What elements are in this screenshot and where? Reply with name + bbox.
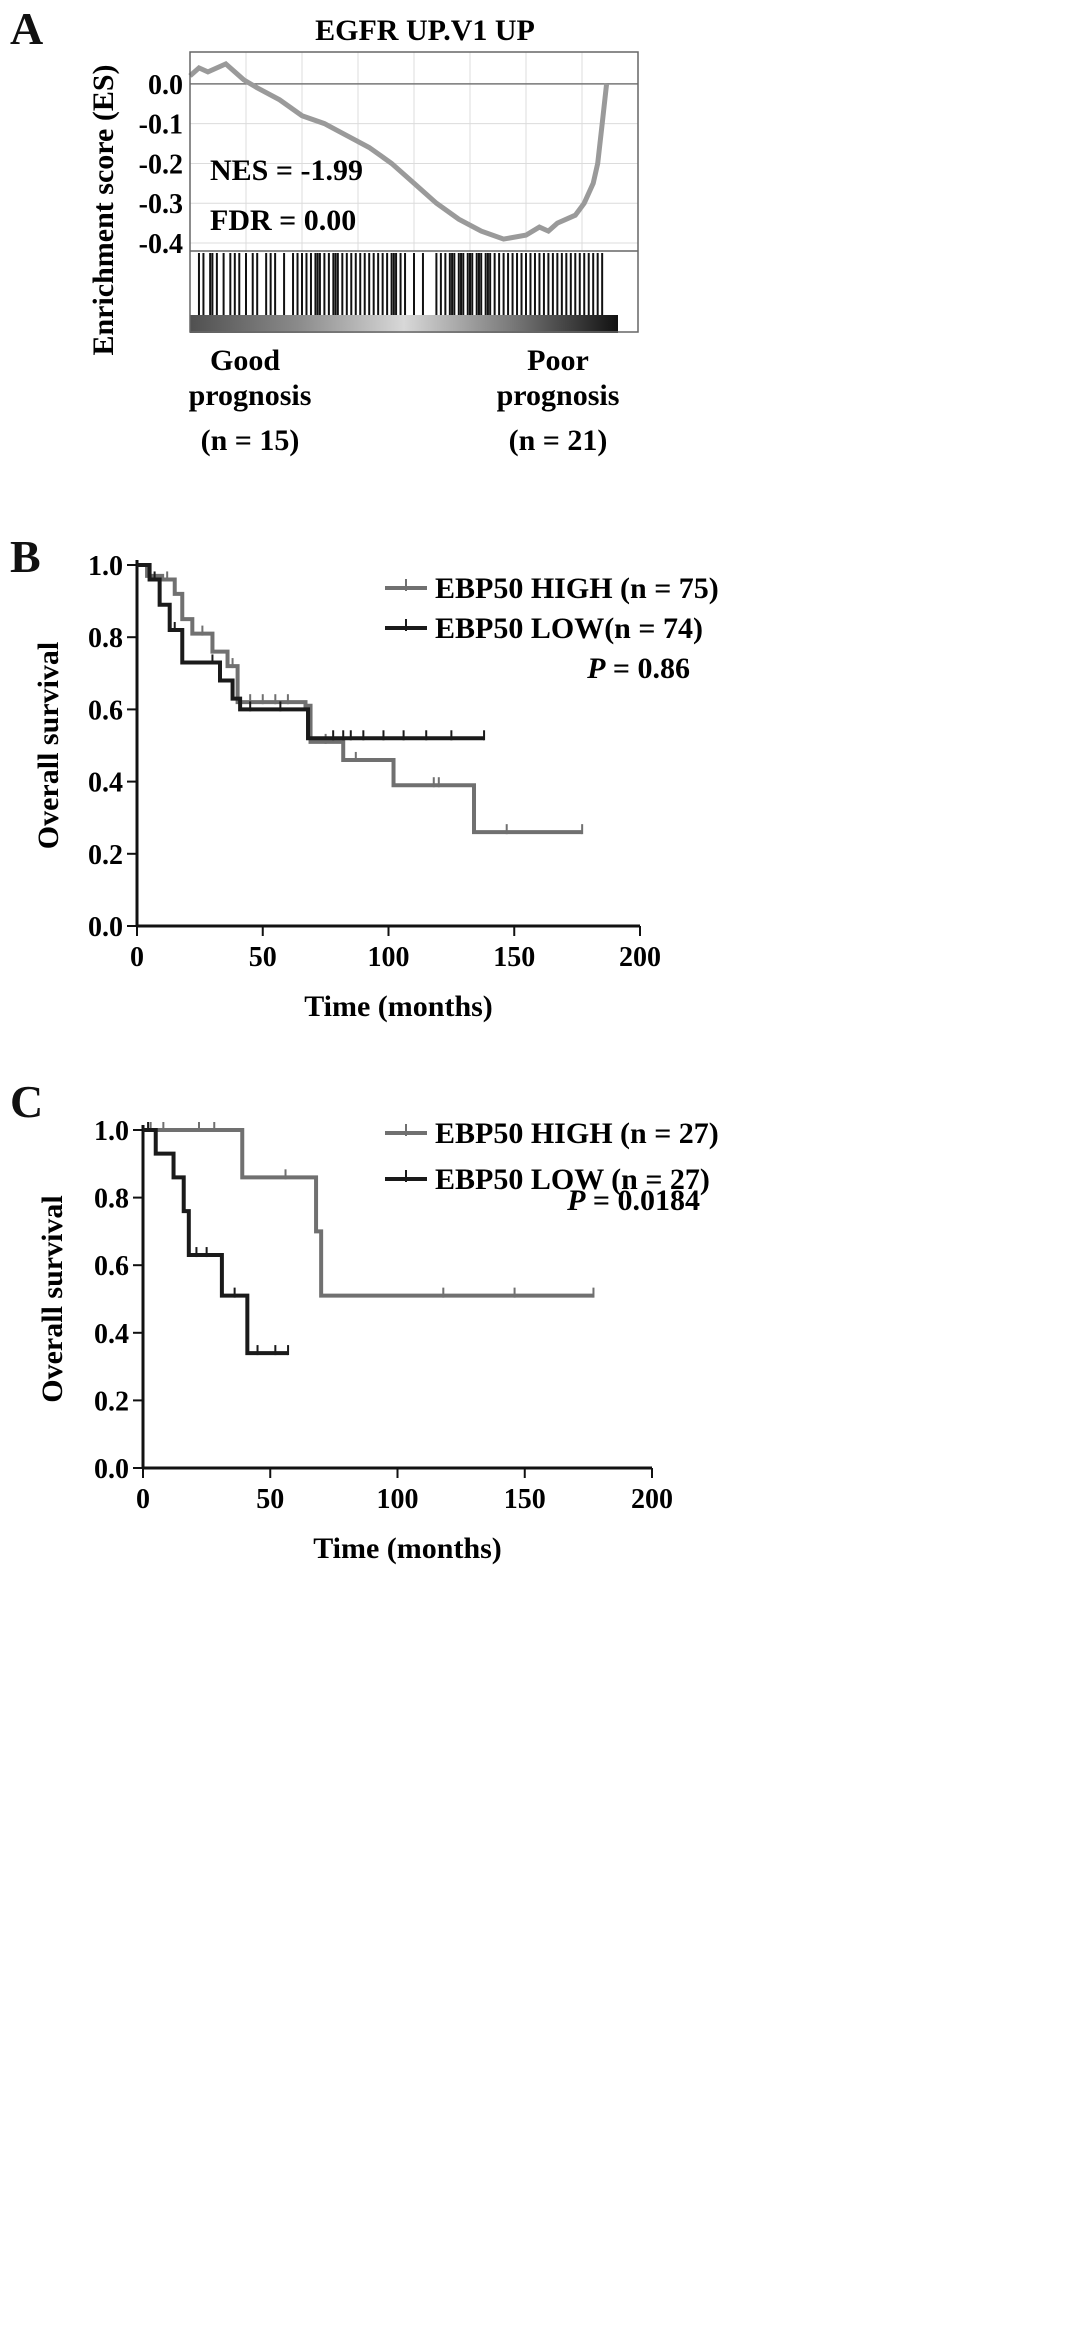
gsea-hit-barcode	[197, 253, 604, 315]
good-prognosis-line2: prognosis	[189, 379, 312, 412]
x-tick-label: 100	[377, 1484, 419, 1515]
x-axis-label: Time (months)	[304, 990, 493, 1023]
y-tick-label: 1.0	[88, 551, 123, 582]
y-tick-label: 1.0	[94, 1116, 129, 1147]
good-prognosis-n: (n = 15)	[201, 424, 300, 457]
gsea-title: EGFR UP.V1 UP	[315, 14, 535, 47]
y-tick-label: 0.8	[94, 1184, 129, 1215]
gsea-rank-gradient	[190, 315, 618, 333]
survival-curve-high	[143, 1128, 594, 1298]
gsea-grid	[190, 52, 638, 251]
x-tick-label: 50	[249, 942, 277, 973]
y-tick-label: 0.2	[88, 840, 123, 871]
poor-prognosis-line2: prognosis	[497, 379, 620, 412]
y-axis-label: Overall survival	[32, 642, 65, 849]
panel-letter-b: B	[10, 531, 41, 582]
km-plot-b: 0.0 0.2 0.4 0.6 0.8 1.0 0 50 100 150 200 Time (mont…	[32, 551, 719, 1023]
gsea-enrichment-curve	[188, 60, 610, 242]
y-tick-label: 0.0	[94, 1454, 129, 1485]
gsea-y-tick-label: -0.1	[139, 110, 183, 141]
x-axis-label: Time (months)	[313, 1532, 502, 1565]
y-tick-label: 0.6	[94, 1251, 129, 1282]
y-axis-label: Overall survival	[36, 1195, 69, 1402]
gsea-y-axis-label: Enrichment score (ES)	[87, 64, 120, 355]
gsea-nes-label: NES = -1.99	[210, 154, 363, 187]
p-value: P = 0.86	[586, 652, 690, 685]
legend-label: EBP50 LOW(n = 74)	[435, 612, 703, 645]
x-tick-label: 200	[619, 942, 661, 973]
gsea-enrichment-plot: EGFR UP.V1 UP Enrichment score (ES) 0.0 -…	[87, 14, 639, 457]
legend-label: EBP50 HIGH (n = 27)	[435, 1117, 719, 1150]
gsea-fdr-label: FDR = 0.00	[210, 204, 356, 237]
legend-label: EBP50 LOW (n = 27)	[435, 1163, 710, 1196]
y-tick-label: 0.8	[88, 623, 123, 654]
good-prognosis-line1: Good	[210, 344, 280, 377]
panel-letter-a: A	[10, 3, 44, 54]
p-value: P = 0.0184	[566, 1184, 700, 1217]
gsea-y-tick-label: -0.4	[139, 229, 183, 260]
legend-label: EBP50 HIGH (n = 75)	[435, 572, 719, 605]
survival-curve-high	[137, 563, 583, 835]
gsea-y-tick-label: -0.2	[139, 149, 183, 180]
y-tick-label: 0.6	[88, 695, 123, 726]
y-tick-label: 0.4	[94, 1319, 129, 1350]
gsea-y-tick-label: 0.0	[148, 70, 183, 101]
x-tick-label: 150	[504, 1484, 546, 1515]
km-plot-c: 0.0 0.2 0.4 0.6 0.8 1.0 0 50 100 150 200 Time (mont…	[36, 1116, 719, 1565]
gsea-y-ticks: 0.0 -0.1 -0.2 -0.3 -0.4	[139, 70, 183, 260]
x-tick-label: 50	[256, 1484, 284, 1515]
panel-letter-c: C	[10, 1076, 44, 1127]
x-tick-label: 150	[493, 942, 535, 973]
x-tick-label: 0	[136, 1484, 150, 1515]
x-tick-label: 200	[631, 1484, 673, 1515]
gsea-y-tick-label: -0.3	[139, 189, 183, 220]
poor-prognosis-n: (n = 21)	[509, 424, 608, 457]
y-tick-label: 0.0	[88, 912, 123, 943]
x-tick-label: 0	[130, 942, 144, 973]
x-tick-label: 100	[368, 942, 410, 973]
survival-curve-low	[137, 563, 485, 741]
y-tick-label: 0.2	[94, 1386, 129, 1417]
y-tick-label: 0.4	[88, 768, 123, 799]
gsea-frame	[189, 51, 639, 333]
poor-prognosis-line1: Poor	[527, 344, 589, 377]
survival-curve-low	[143, 1128, 289, 1356]
